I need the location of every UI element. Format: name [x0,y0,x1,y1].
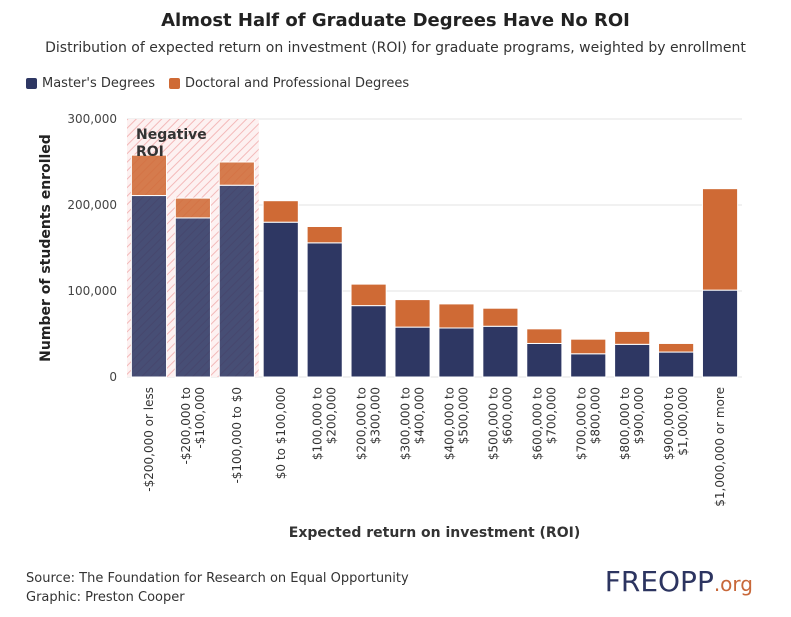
bar-masters [174,217,211,378]
legend: Master's Degrees Doctoral and Profession… [26,76,409,91]
bar-doctoral [526,328,563,344]
bar-masters [526,342,563,378]
graphic-credit: Graphic: Preston Cooper [26,590,185,605]
bar-doctoral [306,226,343,244]
bar-doctoral [614,330,651,345]
x-tick-label: $200,000 [325,387,339,444]
negative-roi-label: ROI [136,144,164,160]
y-axis-title: Number of students enrolled [38,134,54,362]
x-tick-label: $400,000 to [442,387,456,460]
y-tick-label: 100,000 [67,284,117,298]
bar-masters [350,305,387,378]
legend-swatch-masters [26,78,37,89]
bar-masters [658,351,695,378]
bar-doctoral [218,161,255,186]
x-tick-label: $1,000,000 [676,387,690,456]
bar-doctoral [658,342,695,353]
x-tick-label: $800,000 [588,387,602,444]
bar-doctoral [438,303,475,329]
x-tick-label: $200,000 to [355,387,369,460]
bar-masters [130,195,168,378]
footer: Source: The Foundation for Research on E… [26,569,409,607]
x-tick-label: $300,000 [369,387,383,444]
chart-subtitle: Distribution of expected return on inves… [45,40,746,56]
legend-label-masters: Master's Degrees [42,76,155,91]
x-tick-label: $500,000 to [486,387,500,460]
x-tick-label: $800,000 to [618,387,632,460]
x-tick-label: $400,000 [413,387,427,444]
negative-roi-label: Negative [136,127,207,143]
chart-plot: 0 100,000 200,000 300,000 -$200,000 or less -… [38,112,742,541]
x-tick-label: $900,000 to [662,387,676,460]
x-tick-label: $0 to $100,000 [274,387,288,479]
x-tick-label: $600,000 [500,387,514,444]
y-tick-label: 300,000 [67,112,117,126]
source-note: Source: The Foundation for Research on E… [26,571,409,586]
x-tick-label: $300,000 to [399,387,413,460]
x-tick-label: $500,000 [456,387,470,444]
bar-masters [262,221,299,378]
bar-masters [614,343,651,378]
bar-masters [218,184,255,378]
chart-title: Almost Half of Graduate Degrees Have No … [161,10,630,31]
logo-suffix: .org [713,572,753,596]
y-tick-label: 200,000 [67,198,117,212]
bar-doctoral [350,283,387,307]
logo-main: FREOPP [604,565,714,598]
bar-doctoral [394,299,431,328]
x-tick-label: $100,000 to [311,387,325,460]
legend-label-doctoral: Doctoral and Professional Degrees [184,76,410,91]
legend-item-doctoral: Doctoral and Professional Degrees [168,76,410,91]
x-tick-label: -$200,000 to [179,387,193,464]
freopp-logo: FREOPP.org [605,565,753,598]
bar-masters [570,353,607,378]
x-tick-label: $700,000 [544,387,558,444]
x-tick-label: -$100,000 [193,387,207,449]
bar-masters [306,242,343,378]
bar-doctoral [701,188,739,291]
bar-doctoral [570,338,607,355]
x-tick-label: $900,000 [632,387,646,444]
bar-masters [482,325,519,378]
bar-doctoral [130,154,168,197]
x-tick-label: $700,000 to [574,387,588,460]
legend-item-masters: Master's Degrees [26,76,155,91]
bar-doctoral [174,197,211,219]
y-tick-label: 0 [109,370,117,384]
bar-masters [701,289,739,378]
legend-swatch-doctoral [168,78,180,89]
bar-doctoral [262,200,299,223]
x-tick-label: -$100,000 to $0 [230,387,244,484]
x-axis-title: Expected return on investment (ROI) [289,525,580,541]
bar-masters [438,327,475,378]
x-tick-label: -$200,000 or less [142,387,156,492]
bar-masters [394,326,431,378]
bar-doctoral [482,307,519,327]
x-tick-label: $1,000,000 or more [713,387,727,507]
x-tick-label: $600,000 to [530,387,544,460]
